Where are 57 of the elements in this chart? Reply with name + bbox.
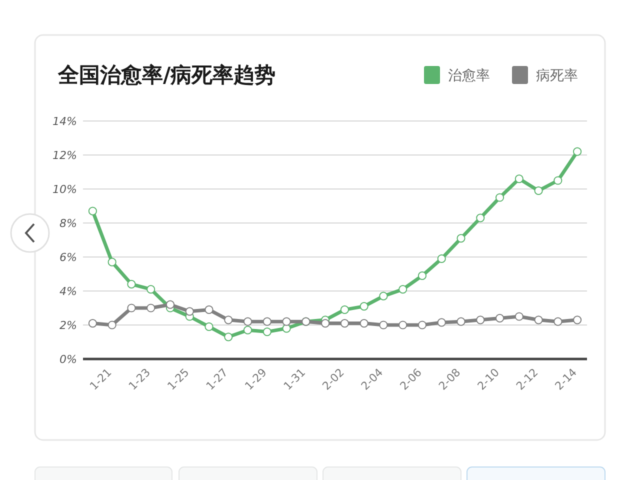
point <box>360 302 368 311</box>
point <box>476 316 485 324</box>
point <box>514 312 524 321</box>
y-tick-label: 4% <box>60 285 77 298</box>
point <box>456 234 466 243</box>
point <box>127 280 136 288</box>
point <box>224 332 233 342</box>
chart-title: 全国治愈率/病死率趋势 <box>57 63 276 87</box>
point <box>437 254 446 263</box>
point <box>204 305 214 314</box>
point <box>224 316 233 324</box>
point <box>88 206 97 216</box>
point <box>534 316 543 324</box>
y-tick-label: 10% <box>52 183 77 196</box>
point <box>573 147 582 156</box>
point <box>418 320 427 330</box>
point <box>282 317 291 326</box>
y-tick-label: 8% <box>60 217 77 230</box>
point <box>321 319 330 328</box>
point <box>262 317 272 326</box>
point <box>146 304 156 312</box>
point <box>262 328 272 336</box>
point <box>340 319 349 328</box>
point <box>418 271 427 280</box>
point <box>554 317 562 326</box>
y-tick-label: 12% <box>52 149 77 162</box>
point <box>88 319 97 328</box>
point <box>166 300 175 309</box>
point <box>379 292 388 300</box>
point <box>495 193 504 202</box>
point <box>243 326 252 334</box>
y-tick-label: 2% <box>60 319 77 332</box>
point <box>360 319 368 328</box>
point <box>243 317 252 326</box>
point <box>554 176 562 185</box>
point <box>340 305 349 314</box>
point <box>495 314 504 322</box>
legend-label: 病死率 <box>536 68 578 84</box>
point <box>127 304 136 312</box>
point <box>108 320 116 330</box>
point <box>476 214 485 222</box>
point <box>573 316 582 324</box>
point <box>146 285 156 294</box>
y-tick-label: 6% <box>60 251 77 264</box>
point <box>185 307 194 316</box>
point <box>514 174 524 184</box>
point <box>437 318 446 327</box>
point <box>108 258 116 266</box>
point <box>379 320 388 330</box>
point <box>398 285 408 294</box>
y-tick-label: 0% <box>60 353 77 366</box>
legend-label: 治愈率 <box>448 68 490 84</box>
y-tick-label: 14% <box>52 115 77 128</box>
point <box>456 317 466 326</box>
point <box>204 322 214 331</box>
point <box>534 186 543 195</box>
point <box>398 320 408 330</box>
